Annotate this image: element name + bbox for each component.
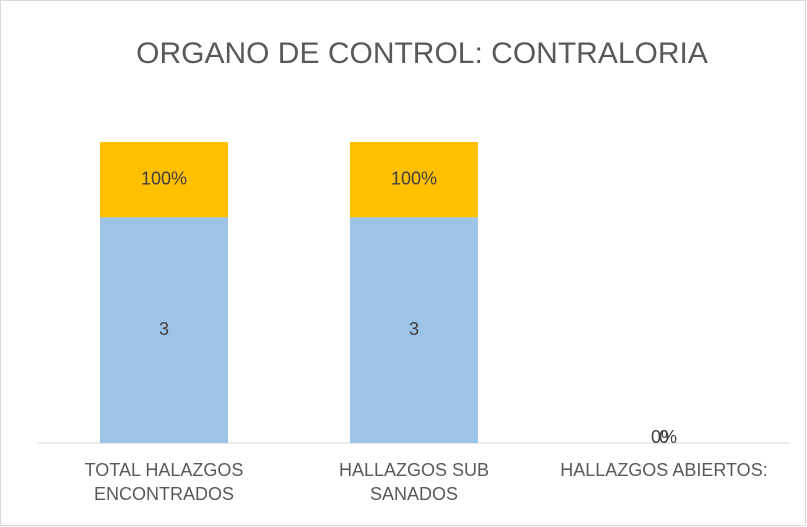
- x-tick-label: HALLAZGOS SUB SANADOS: [338, 460, 490, 504]
- x-tick-label: TOTAL HALAZGOS ENCONTRADOS: [84, 460, 244, 504]
- bar-segment: [350, 217, 478, 443]
- x-tick-label: HALLAZGOS ABIERTOS:: [560, 460, 768, 480]
- data-label: 0: [659, 427, 669, 447]
- data-label: 0%: [651, 427, 677, 447]
- bar-segment: [100, 142, 228, 218]
- data-label: 100%: [391, 168, 437, 188]
- chart-title: ORGANO DE CONTROL: CONTRALORIA: [136, 37, 708, 70]
- data-label: 3: [159, 319, 169, 339]
- bar-segment: [350, 142, 478, 218]
- data-label: 100%: [141, 168, 187, 188]
- data-label: 3: [409, 319, 419, 339]
- bar-segment: [100, 217, 228, 443]
